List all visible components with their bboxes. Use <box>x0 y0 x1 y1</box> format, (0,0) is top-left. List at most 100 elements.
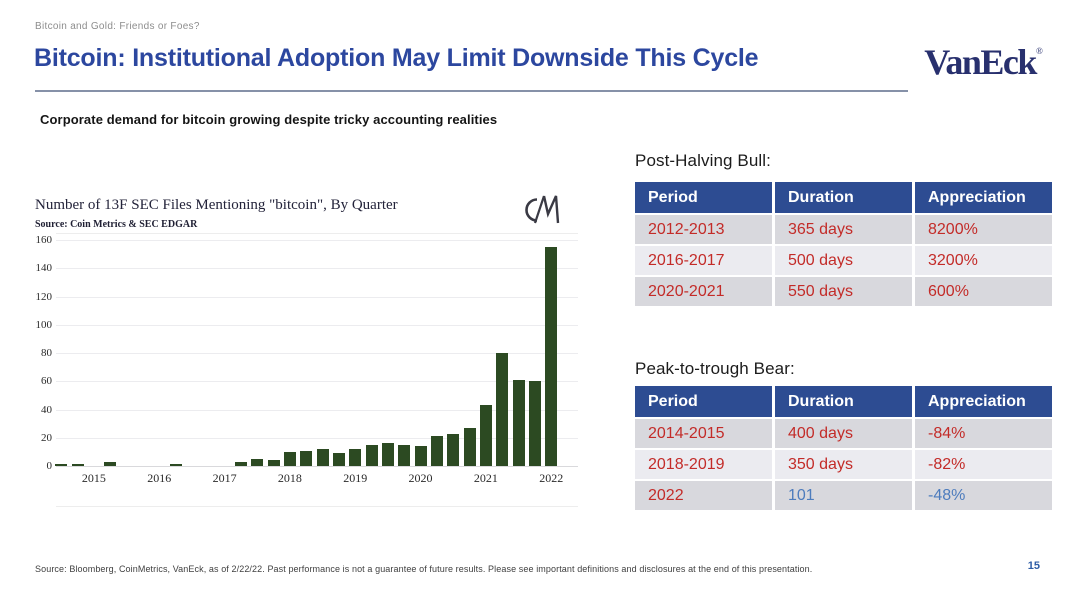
table-row: 2016-2017 500 days 3200% <box>635 246 1052 275</box>
table-header-row: Period Duration Appreciation <box>635 182 1052 213</box>
column-header: Duration <box>775 386 915 417</box>
gridline <box>56 409 578 411</box>
table-cell: 500 days <box>775 246 915 275</box>
bar-2020-q1 <box>414 446 427 466</box>
table-caption-bull: Post-Halving Bull: <box>635 151 771 170</box>
plot-bottom-border <box>56 506 578 507</box>
y-axis-tick-label: 20 <box>41 431 52 444</box>
y-axis-tick-label: 100 <box>35 318 53 331</box>
plot-top-border <box>56 233 578 234</box>
bar-2014-q4 <box>71 464 84 466</box>
bar-2021-q1 <box>479 405 492 466</box>
table-cell: 2018-2019 <box>635 450 775 479</box>
x-axis-year-label: 2017 <box>212 471 237 485</box>
column-header: Appreciation <box>915 386 1052 417</box>
table-cell: 2012-2013 <box>635 215 775 244</box>
footer-disclosure: Source: Bloomberg, CoinMetrics, VanEck, … <box>35 564 813 574</box>
registered-trademark-symbol: ® <box>1035 46 1043 56</box>
gridline <box>56 381 578 383</box>
bar-2022-q1 <box>545 247 558 466</box>
table-cell: 365 days <box>775 215 915 244</box>
bar-2018-q2 <box>300 450 313 466</box>
table-header-row: Period Duration Appreciation <box>635 386 1052 417</box>
page-number: 15 <box>1027 560 1040 572</box>
y-axis-tick-label: 160 <box>35 234 53 246</box>
bar-2019-q1 <box>349 449 362 467</box>
y-axis-tick-label: 140 <box>35 262 53 275</box>
table-cell: 101 <box>775 481 915 510</box>
gridline <box>56 240 578 241</box>
y-axis-tick-label: 80 <box>41 347 52 359</box>
gridline <box>56 324 578 326</box>
bar-2018-q3 <box>316 449 329 467</box>
post-halving-bull-table: Period Duration Appreciation 2012-2013 365 d… <box>635 182 1052 308</box>
gridline <box>56 296 578 298</box>
bar-2016-q2 <box>169 464 182 466</box>
peak-to-trough-bear-table: Period Duration Appreciation 2014-2015 400 d… <box>635 386 1052 512</box>
chart-source: Source: Coin Metrics & SEC EDGAR <box>35 219 198 230</box>
bar-2017-q3 <box>251 458 264 466</box>
gridline <box>56 268 578 270</box>
coinmetrics-logo-icon <box>516 194 562 226</box>
x-axis-year-label: 2021 <box>473 471 498 485</box>
table-cell: 600% <box>915 277 1052 306</box>
table-cell: 2020-2021 <box>635 277 775 306</box>
title-divider-rule <box>35 90 908 92</box>
bar-2018-q1 <box>283 451 296 466</box>
bar-2020-q4 <box>463 427 476 466</box>
column-header: Period <box>635 182 775 213</box>
table-caption-bear: Peak-to-trough Bear: <box>635 359 795 378</box>
table-cell: 2022 <box>635 481 775 510</box>
bar-2015-q2 <box>104 461 117 466</box>
bar-2017-q4 <box>267 460 280 467</box>
table-row: 2014-2015 400 days -84% <box>635 419 1052 448</box>
bar-2019-q2 <box>365 444 378 466</box>
bar-2020-q2 <box>430 436 443 466</box>
table-cell: 400 days <box>775 419 915 448</box>
table-cell: 350 days <box>775 450 915 479</box>
bar-2021-q2 <box>496 353 509 466</box>
x-axis-year-label: 2016 <box>147 471 172 485</box>
table-cell: -84% <box>915 419 1052 448</box>
vaneck-logo-text: VanEck <box>924 42 1037 82</box>
y-axis-tick-label: 120 <box>35 290 53 303</box>
table-cell: 3200% <box>915 246 1052 275</box>
x-axis-year-label: 2022 <box>539 471 564 485</box>
table-row: 2022 101 -48% <box>635 481 1052 510</box>
table-cell: 2014-2015 <box>635 419 775 448</box>
gridline <box>56 466 578 467</box>
table-cell: -82% <box>915 450 1052 479</box>
y-axis-tick-label: 60 <box>41 375 52 388</box>
table-row: 2012-2013 365 days 8200% <box>635 215 1052 244</box>
table-row: 2018-2019 350 days -82% <box>635 450 1052 479</box>
x-axis-year-label: 2019 <box>343 471 368 485</box>
table-cell: 550 days <box>775 277 915 306</box>
table-cell: 2016-2017 <box>635 246 775 275</box>
x-axis-year-label: 2020 <box>408 471 433 485</box>
bar-2020-q3 <box>447 433 460 466</box>
x-axis-year-label: 2015 <box>81 471 106 485</box>
column-header: Duration <box>775 182 915 213</box>
bar-2021-q4 <box>528 381 541 467</box>
vaneck-logo: VanEck® <box>921 31 1046 82</box>
bar-2017-q2 <box>234 461 247 466</box>
gridline <box>56 353 578 354</box>
table-cell: 8200% <box>915 215 1052 244</box>
bar-2019-q3 <box>381 443 394 466</box>
bar-2018-q4 <box>332 453 345 466</box>
y-axis-tick-label: 0 <box>46 460 53 472</box>
x-axis-year-label: 2018 <box>277 471 302 485</box>
column-header: Appreciation <box>915 182 1052 213</box>
table-cell: -48% <box>915 481 1052 510</box>
bar-2019-q4 <box>398 444 411 466</box>
slide-subtitle: Corporate demand for bitcoin growing des… <box>40 112 498 127</box>
gridline <box>56 437 578 439</box>
page-title: Bitcoin: Institutional Adoption May Limi… <box>34 44 759 72</box>
deck-title-eyebrow: Bitcoin and Gold: Friends or Foes? <box>35 21 200 32</box>
bar-2014-q3 <box>55 464 68 466</box>
table-row: 2020-2021 550 days 600% <box>635 277 1052 306</box>
column-header: Period <box>635 386 775 417</box>
y-axis-tick-label: 40 <box>41 403 52 416</box>
bar-2021-q3 <box>512 379 525 466</box>
